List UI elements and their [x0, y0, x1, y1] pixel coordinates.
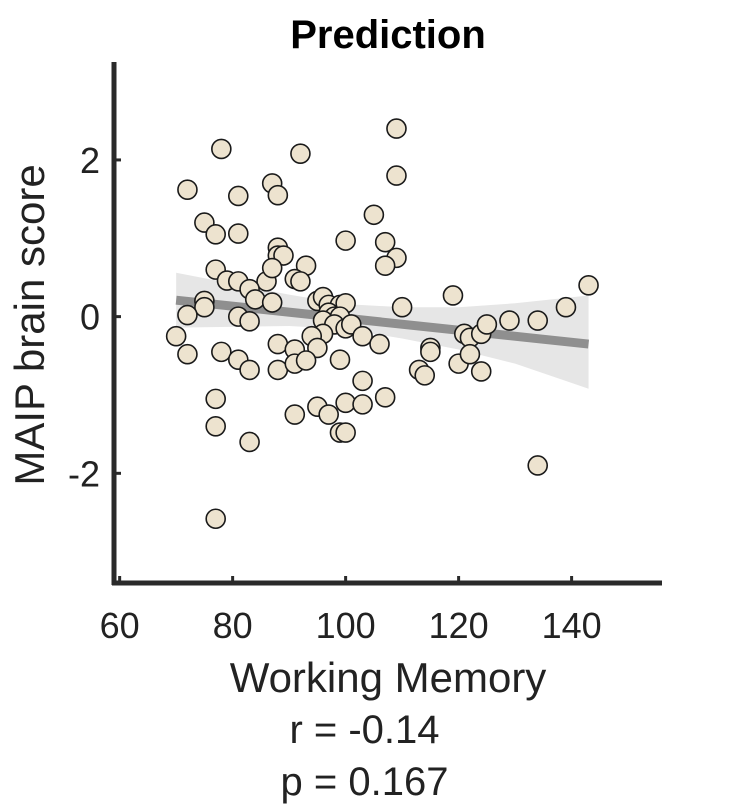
data-point — [363, 204, 385, 226]
data-point — [374, 387, 396, 408]
data-point — [267, 333, 289, 355]
data-point — [352, 394, 373, 415]
data-point — [165, 325, 187, 347]
data-point — [318, 404, 339, 425]
data-point — [261, 257, 283, 279]
data-point — [499, 310, 520, 331]
data-point — [391, 296, 413, 318]
y-tick-label: 2 — [80, 140, 100, 181]
data-point — [211, 138, 232, 160]
data-point — [335, 422, 356, 443]
x-tick-label: 120 — [429, 605, 489, 646]
data-point — [374, 231, 396, 253]
data-point — [527, 310, 549, 331]
data-point — [244, 289, 266, 310]
data-point — [386, 118, 407, 139]
x-tick-label: 60 — [100, 605, 140, 646]
data-point — [414, 365, 436, 386]
data-point — [211, 341, 232, 363]
data-point — [459, 343, 481, 365]
x-tick-label: 140 — [542, 605, 602, 646]
y-axis-label: MAIP brain score — [6, 164, 53, 485]
y-tick-label: 0 — [80, 297, 100, 338]
x-tick-label: 80 — [213, 605, 253, 646]
data-point — [205, 224, 226, 245]
data-point — [227, 223, 249, 244]
data-point — [374, 255, 396, 276]
data-point — [267, 184, 289, 206]
data-point — [476, 314, 498, 335]
data-point — [470, 361, 492, 382]
data-point — [284, 404, 306, 425]
data-point — [527, 455, 549, 476]
data-point — [555, 296, 577, 318]
data-point — [329, 349, 351, 371]
axes — [111, 62, 662, 586]
chart-title: Prediction — [290, 13, 486, 57]
fit-line-layer — [175, 295, 590, 349]
tick-labels: 60 80 100 120 140 -2 0 2 — [68, 140, 602, 646]
data-point — [335, 230, 356, 251]
fit-line — [175, 295, 590, 349]
data-point — [352, 325, 373, 347]
data-point — [442, 285, 464, 306]
data-point — [177, 343, 198, 365]
data-point — [369, 333, 390, 355]
data-point — [352, 370, 373, 392]
data-point — [290, 271, 311, 292]
data-point — [194, 296, 215, 318]
data-point — [295, 350, 317, 371]
data-point — [578, 274, 599, 296]
points-layer — [165, 118, 599, 530]
y-tick-label: -2 — [68, 453, 100, 494]
x-axis-label: Working Memory — [230, 654, 547, 701]
data-point — [177, 179, 198, 201]
data-point — [335, 392, 356, 414]
data-point — [205, 388, 226, 410]
correlation-r: r = -0.14 — [289, 708, 440, 752]
data-point — [205, 508, 226, 530]
data-point — [205, 416, 226, 437]
data-point — [177, 304, 198, 326]
data-point — [239, 311, 260, 332]
data-point — [239, 359, 260, 381]
data-point — [386, 165, 407, 186]
data-point — [290, 143, 311, 164]
data-point — [261, 292, 283, 313]
data-point — [239, 431, 260, 453]
p-value: p = 0.167 — [280, 760, 449, 804]
data-point — [420, 341, 441, 363]
data-point — [227, 185, 249, 207]
data-point — [267, 359, 289, 381]
x-tick-label: 100 — [316, 605, 376, 646]
